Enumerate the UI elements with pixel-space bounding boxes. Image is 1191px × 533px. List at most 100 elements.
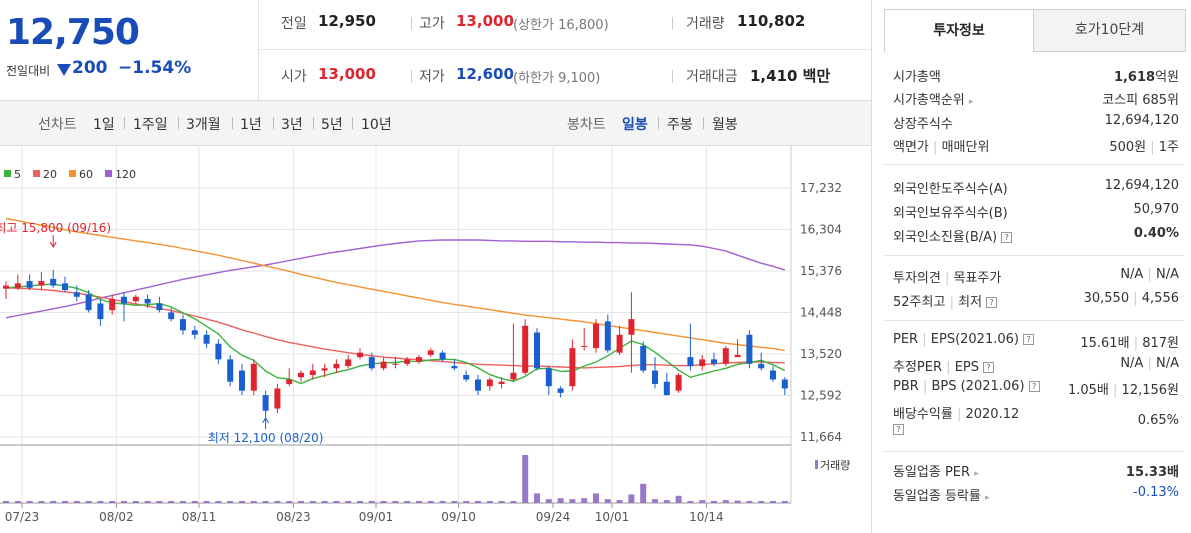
- opinion-value-wrap: N/A | N/A: [1120, 267, 1179, 282]
- separator: [672, 17, 673, 30]
- volume-bar: [781, 501, 788, 503]
- candle-daily[interactable]: 일봉: [622, 117, 648, 133]
- row-per: PER | EPS(2021.06) ? 15.61배 | 817원: [893, 332, 1179, 354]
- tab-order-book[interactable]: 호가10단계: [1033, 9, 1186, 52]
- volume-bar: [121, 501, 127, 503]
- separator: [178, 117, 179, 129]
- rank-value: 코스피 685위: [1102, 93, 1179, 108]
- period-5y[interactable]: 5년: [321, 117, 343, 133]
- volume-bar: [26, 501, 33, 503]
- divider: [884, 451, 1184, 452]
- price-summary: [259, 0, 871, 101]
- separator: [124, 117, 125, 129]
- volume-bar: [522, 455, 529, 503]
- panel-divider: [871, 0, 872, 533]
- help-icon[interactable]: ?: [983, 362, 995, 373]
- volume-bar: [85, 501, 92, 503]
- candle-down: [475, 379, 481, 391]
- eps-value: 817원: [1142, 336, 1179, 351]
- volume-bar: [486, 501, 493, 503]
- period-1w[interactable]: 1주일: [133, 117, 168, 133]
- period-3m[interactable]: 3개월: [186, 117, 221, 133]
- row-rank[interactable]: 시가총액순위 ▸ 코스피 685위: [893, 89, 1179, 111]
- candle-down: [227, 359, 234, 382]
- candle-chart-label: 봉차트: [567, 117, 606, 133]
- est-per-label: 추정PER: [893, 360, 943, 375]
- row-sector-change[interactable]: 동일업종 등락률 ▸ -0.13%: [893, 485, 1179, 507]
- pbr-value: 1.05배: [1067, 383, 1109, 398]
- volume-legend-label: 거래량: [820, 459, 850, 472]
- candle-down: [687, 357, 694, 367]
- bps-label: BPS (2021.06): [931, 379, 1025, 394]
- volume-bar: [734, 500, 741, 503]
- separator: [703, 117, 704, 129]
- down-arrow-icon: [57, 64, 71, 76]
- volume-bar: [604, 499, 611, 503]
- tab-investment-info[interactable]: 투자정보: [884, 9, 1034, 52]
- help-icon[interactable]: ?: [986, 297, 998, 308]
- help-icon[interactable]: ?: [1028, 381, 1040, 392]
- sector-change-value: -0.13%: [1133, 485, 1179, 500]
- low-annotation: 최저 12,100 (08/20): [208, 431, 324, 445]
- par-label-wrap: 액면가 | 매매단위: [893, 140, 990, 155]
- chart-annotations: 최고 15,800 (09/16) 최저 12,100 (08/20): [0, 221, 323, 445]
- chevron-right-icon: ▸: [974, 469, 979, 479]
- help-icon[interactable]: ?: [1023, 334, 1035, 345]
- candle-up: [298, 372, 304, 378]
- est-eps-value: N/A: [1156, 356, 1179, 371]
- candle-up: [357, 352, 363, 358]
- volume-bar: [427, 501, 434, 503]
- low-arrow-head: [262, 417, 270, 424]
- candle-up: [522, 325, 529, 373]
- legend-label: 120: [115, 168, 136, 181]
- dividend-label-wrap: 배당수익률 | 2020.12?: [893, 407, 1020, 435]
- separator: [411, 70, 412, 83]
- pbr-value-wrap: 1.05배 | 12,156원: [1067, 383, 1179, 398]
- period-1y[interactable]: 1년: [240, 117, 262, 133]
- candle-up: [427, 350, 434, 355]
- volume-bar: [652, 499, 658, 503]
- par-value-wrap: 500원 | 1주: [1109, 140, 1179, 155]
- per-value-wrap: 15.61배 | 817원: [1080, 336, 1179, 351]
- high-annotation: 최고 15,800 (09/16): [0, 221, 111, 235]
- chart-legend: 5 20 60 120: [4, 168, 136, 181]
- candle-down: [463, 375, 470, 380]
- candle-down: [239, 370, 245, 391]
- volume-bar: [274, 501, 281, 503]
- candle-down: [203, 334, 210, 344]
- candle-down: [758, 363, 765, 369]
- row-sector-per[interactable]: 동일업종 PER ▸ 15.33배: [893, 461, 1179, 483]
- candle-weekly[interactable]: 주봉: [667, 117, 693, 133]
- prev-close-label: 전일: [281, 16, 307, 32]
- prev-close-value: 12,950: [318, 12, 376, 30]
- candle-down: [663, 381, 670, 396]
- period-10y[interactable]: 10년: [361, 117, 392, 133]
- low-value: 12,600: [456, 65, 514, 83]
- volume-bar: [675, 495, 682, 503]
- candle-up: [309, 370, 316, 376]
- legend-swatch: [33, 170, 40, 177]
- ma60-line: [5, 217, 785, 352]
- period-1d[interactable]: 1일: [93, 117, 115, 133]
- candle-down: [156, 303, 163, 311]
- volume-bar: [286, 501, 293, 503]
- x-tick-label: 08/11: [182, 510, 217, 524]
- low-label: 저가: [419, 69, 445, 85]
- volume-bar: [392, 501, 399, 503]
- candle-monthly[interactable]: 월봉: [712, 117, 738, 133]
- help-icon[interactable]: ?: [1001, 232, 1013, 243]
- candle-up: [593, 323, 599, 349]
- volume-bar: [180, 501, 186, 503]
- period-3y[interactable]: 3년: [281, 117, 303, 133]
- chart-grid: [0, 145, 871, 504]
- candle-down: [121, 296, 127, 304]
- legend-label: 20: [43, 168, 57, 181]
- help-icon[interactable]: ?: [893, 424, 904, 435]
- candle-up: [392, 363, 399, 365]
- chevron-right-icon: ▸: [968, 97, 974, 107]
- target-value: N/A: [1156, 267, 1179, 282]
- separator: [658, 117, 659, 129]
- candle-up: [722, 348, 729, 364]
- candle-down: [439, 352, 446, 360]
- candle-down: [711, 359, 717, 364]
